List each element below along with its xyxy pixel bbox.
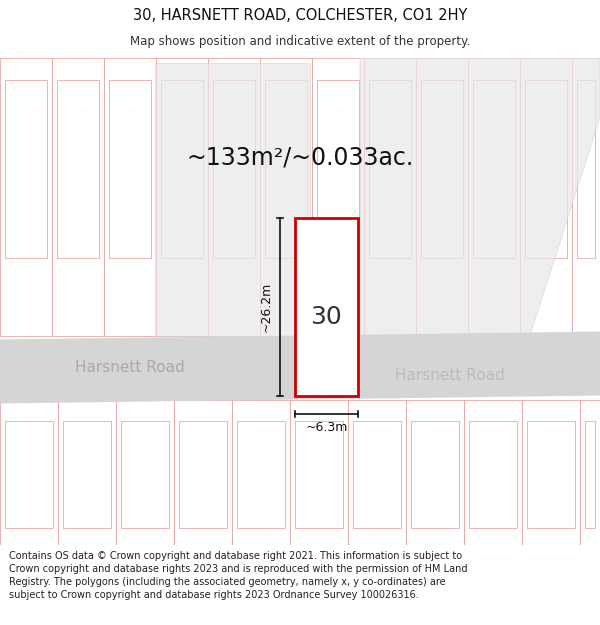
Bar — [265, 80, 307, 258]
Bar — [353, 421, 401, 528]
Bar — [109, 80, 151, 258]
Text: ~133m²/~0.033ac.: ~133m²/~0.033ac. — [187, 146, 413, 169]
Bar — [312, 58, 364, 336]
Bar — [348, 399, 406, 545]
Text: ~6.3m: ~6.3m — [305, 421, 347, 434]
Bar — [104, 58, 156, 336]
Bar — [572, 58, 600, 336]
Text: Map shows position and indicative extent of the property.: Map shows position and indicative extent… — [130, 36, 470, 49]
Bar — [473, 80, 515, 258]
Bar — [295, 421, 343, 528]
Bar — [63, 421, 111, 528]
Text: Harsnett Road: Harsnett Road — [395, 368, 505, 383]
Polygon shape — [0, 331, 600, 404]
Bar — [260, 58, 312, 336]
Bar — [156, 58, 208, 336]
Text: Contains OS data © Crown copyright and database right 2021. This information is : Contains OS data © Crown copyright and d… — [9, 551, 467, 600]
Bar — [58, 399, 116, 545]
Bar — [213, 80, 255, 258]
Bar — [121, 421, 169, 528]
Bar — [406, 399, 464, 545]
Bar — [57, 80, 99, 258]
Bar — [421, 80, 463, 258]
Polygon shape — [155, 62, 310, 336]
Bar — [208, 58, 260, 336]
Bar — [580, 399, 600, 545]
Bar — [522, 399, 580, 545]
Bar — [0, 399, 58, 545]
Polygon shape — [360, 58, 600, 336]
Bar — [5, 80, 47, 258]
Bar — [237, 421, 285, 528]
Bar — [161, 80, 203, 258]
Bar — [174, 399, 232, 545]
Text: Harsnett Road: Harsnett Road — [75, 360, 185, 375]
Bar — [525, 80, 567, 258]
Bar — [232, 399, 290, 545]
Bar — [369, 80, 411, 258]
Bar — [290, 399, 348, 545]
Bar — [179, 421, 227, 528]
Bar — [527, 421, 575, 528]
Bar — [364, 58, 416, 336]
Text: 30: 30 — [311, 304, 343, 329]
Bar — [295, 217, 358, 396]
Text: 30, HARSNETT ROAD, COLCHESTER, CO1 2HY: 30, HARSNETT ROAD, COLCHESTER, CO1 2HY — [133, 8, 467, 23]
Bar — [52, 58, 104, 336]
Bar — [577, 80, 595, 258]
Bar — [464, 399, 522, 545]
Bar — [5, 421, 53, 528]
Bar — [295, 217, 358, 396]
Bar — [411, 421, 459, 528]
Bar — [469, 421, 517, 528]
Bar — [317, 80, 359, 258]
Bar — [468, 58, 520, 336]
Bar — [416, 58, 468, 336]
Bar — [585, 421, 595, 528]
Bar — [116, 399, 174, 545]
Bar — [520, 58, 572, 336]
Text: ~26.2m: ~26.2m — [260, 281, 272, 332]
Bar — [0, 58, 52, 336]
